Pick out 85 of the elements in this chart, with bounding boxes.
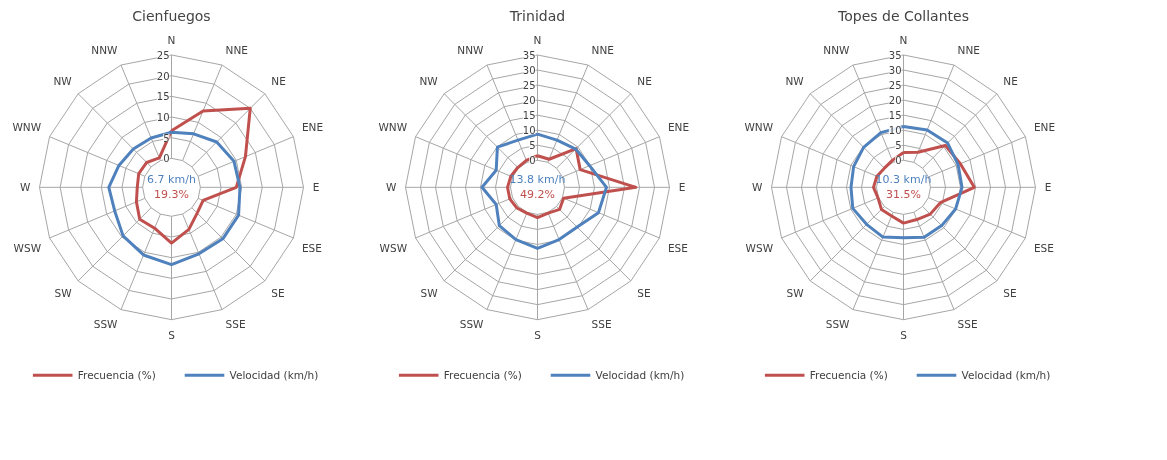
spoke-label: E	[312, 181, 320, 194]
spoke-label: SSW	[459, 318, 485, 331]
spoke-label: WNW	[744, 121, 774, 134]
y-tick-label: 20	[156, 70, 170, 82]
text: 31.5%	[886, 188, 921, 202]
spoke-label: WSW	[379, 241, 408, 254]
spoke-label: E	[678, 181, 686, 194]
spoke-label: S	[534, 328, 542, 341]
spoke-label: N	[167, 33, 176, 46]
legend-label: Frecuencia (%)	[443, 369, 522, 382]
spoke-label: ESE	[667, 241, 688, 254]
chart-title: Topes de Collantes	[837, 7, 969, 24]
spoke-label: SW	[54, 287, 73, 300]
y-tick-label: 15	[522, 110, 536, 122]
y-tick-label: 20	[888, 95, 902, 107]
spoke-label: W	[19, 181, 31, 194]
y-tick-label: 10	[522, 125, 536, 137]
spoke-label: W	[385, 181, 397, 194]
spoke-label: SW	[420, 287, 439, 300]
text: 10.3 km/h	[875, 173, 932, 187]
y-tick-label: 5	[895, 140, 902, 152]
y-tick-label: 10	[888, 125, 902, 137]
spoke-label: NE	[1003, 75, 1018, 88]
legend-label: Velocidad (km/h)	[595, 369, 685, 382]
spoke-label: SE	[637, 287, 651, 300]
y-tick-label: 25	[888, 80, 902, 92]
y-tick-label: 25	[156, 49, 170, 61]
spoke-label: N	[533, 33, 542, 46]
y-tick-label: 35	[888, 49, 902, 61]
spoke-label: SSE	[957, 318, 978, 331]
y-tick-label: 0	[895, 155, 902, 167]
spoke-label: NE	[271, 75, 286, 88]
text: 49.2%	[520, 188, 555, 202]
spoke-label: ESE	[301, 241, 322, 254]
spoke-label: NNW	[91, 44, 119, 57]
text: 6.7 km/h	[147, 173, 196, 187]
y-tick-label: 5	[529, 140, 536, 152]
spoke-label: S	[900, 328, 908, 341]
legend-label: Velocidad (km/h)	[229, 369, 319, 382]
spoke-label: ESE	[1033, 241, 1054, 254]
spoke-label: NNW	[457, 44, 485, 57]
legend-label: Velocidad (km/h)	[961, 369, 1051, 382]
chart-title: Trinidad	[508, 7, 566, 24]
spoke-label: SSW	[93, 318, 119, 331]
spoke-label: NNE	[591, 44, 614, 57]
y-tick-label: 10	[156, 112, 170, 124]
spoke-label: ENE	[667, 121, 690, 134]
y-tick-label: 15	[888, 110, 902, 122]
spoke-label: SSW	[825, 318, 851, 331]
spoke-label: W	[751, 181, 763, 194]
spoke-label: NNE	[225, 44, 248, 57]
spoke-label: NNE	[957, 44, 980, 57]
chart-title: Cienfuegos	[132, 7, 211, 24]
spoke-label: NW	[53, 75, 73, 88]
spoke-label: E	[1044, 181, 1052, 194]
spoke-label: N	[899, 33, 908, 46]
legend-label: Frecuencia (%)	[809, 369, 888, 382]
spoke-label: SSE	[225, 318, 246, 331]
spoke-label: NW	[785, 75, 805, 88]
spoke-label: NE	[637, 75, 652, 88]
y-tick-label: 5	[163, 132, 170, 144]
spoke-label: SW	[786, 287, 805, 300]
spoke-label: NNW	[823, 44, 851, 57]
spoke-label: WNW	[12, 121, 42, 134]
spoke-label: SSE	[591, 318, 612, 331]
spoke-label: WSW	[745, 241, 774, 254]
y-tick-label: 30	[522, 65, 536, 77]
text: 19.3%	[154, 188, 189, 202]
spoke-label: WNW	[378, 121, 408, 134]
text: 13.8 km/h	[509, 173, 566, 187]
y-tick-label: 35	[522, 49, 536, 61]
spoke-label: ENE	[1033, 121, 1056, 134]
spoke-label: WSW	[13, 241, 42, 254]
spoke-label: NW	[419, 75, 439, 88]
y-tick-label: 25	[522, 80, 536, 92]
y-tick-label: 20	[522, 95, 536, 107]
spoke-label: ENE	[301, 121, 324, 134]
spoke-label: S	[168, 328, 176, 341]
y-tick-label: 30	[888, 65, 902, 77]
y-tick-label: 0	[529, 155, 536, 167]
y-tick-label: 0	[163, 153, 170, 165]
spoke-label: SE	[1003, 287, 1017, 300]
y-tick-label: 15	[156, 91, 170, 103]
spoke-label: SE	[271, 287, 285, 300]
legend-label: Frecuencia (%)	[77, 369, 156, 382]
